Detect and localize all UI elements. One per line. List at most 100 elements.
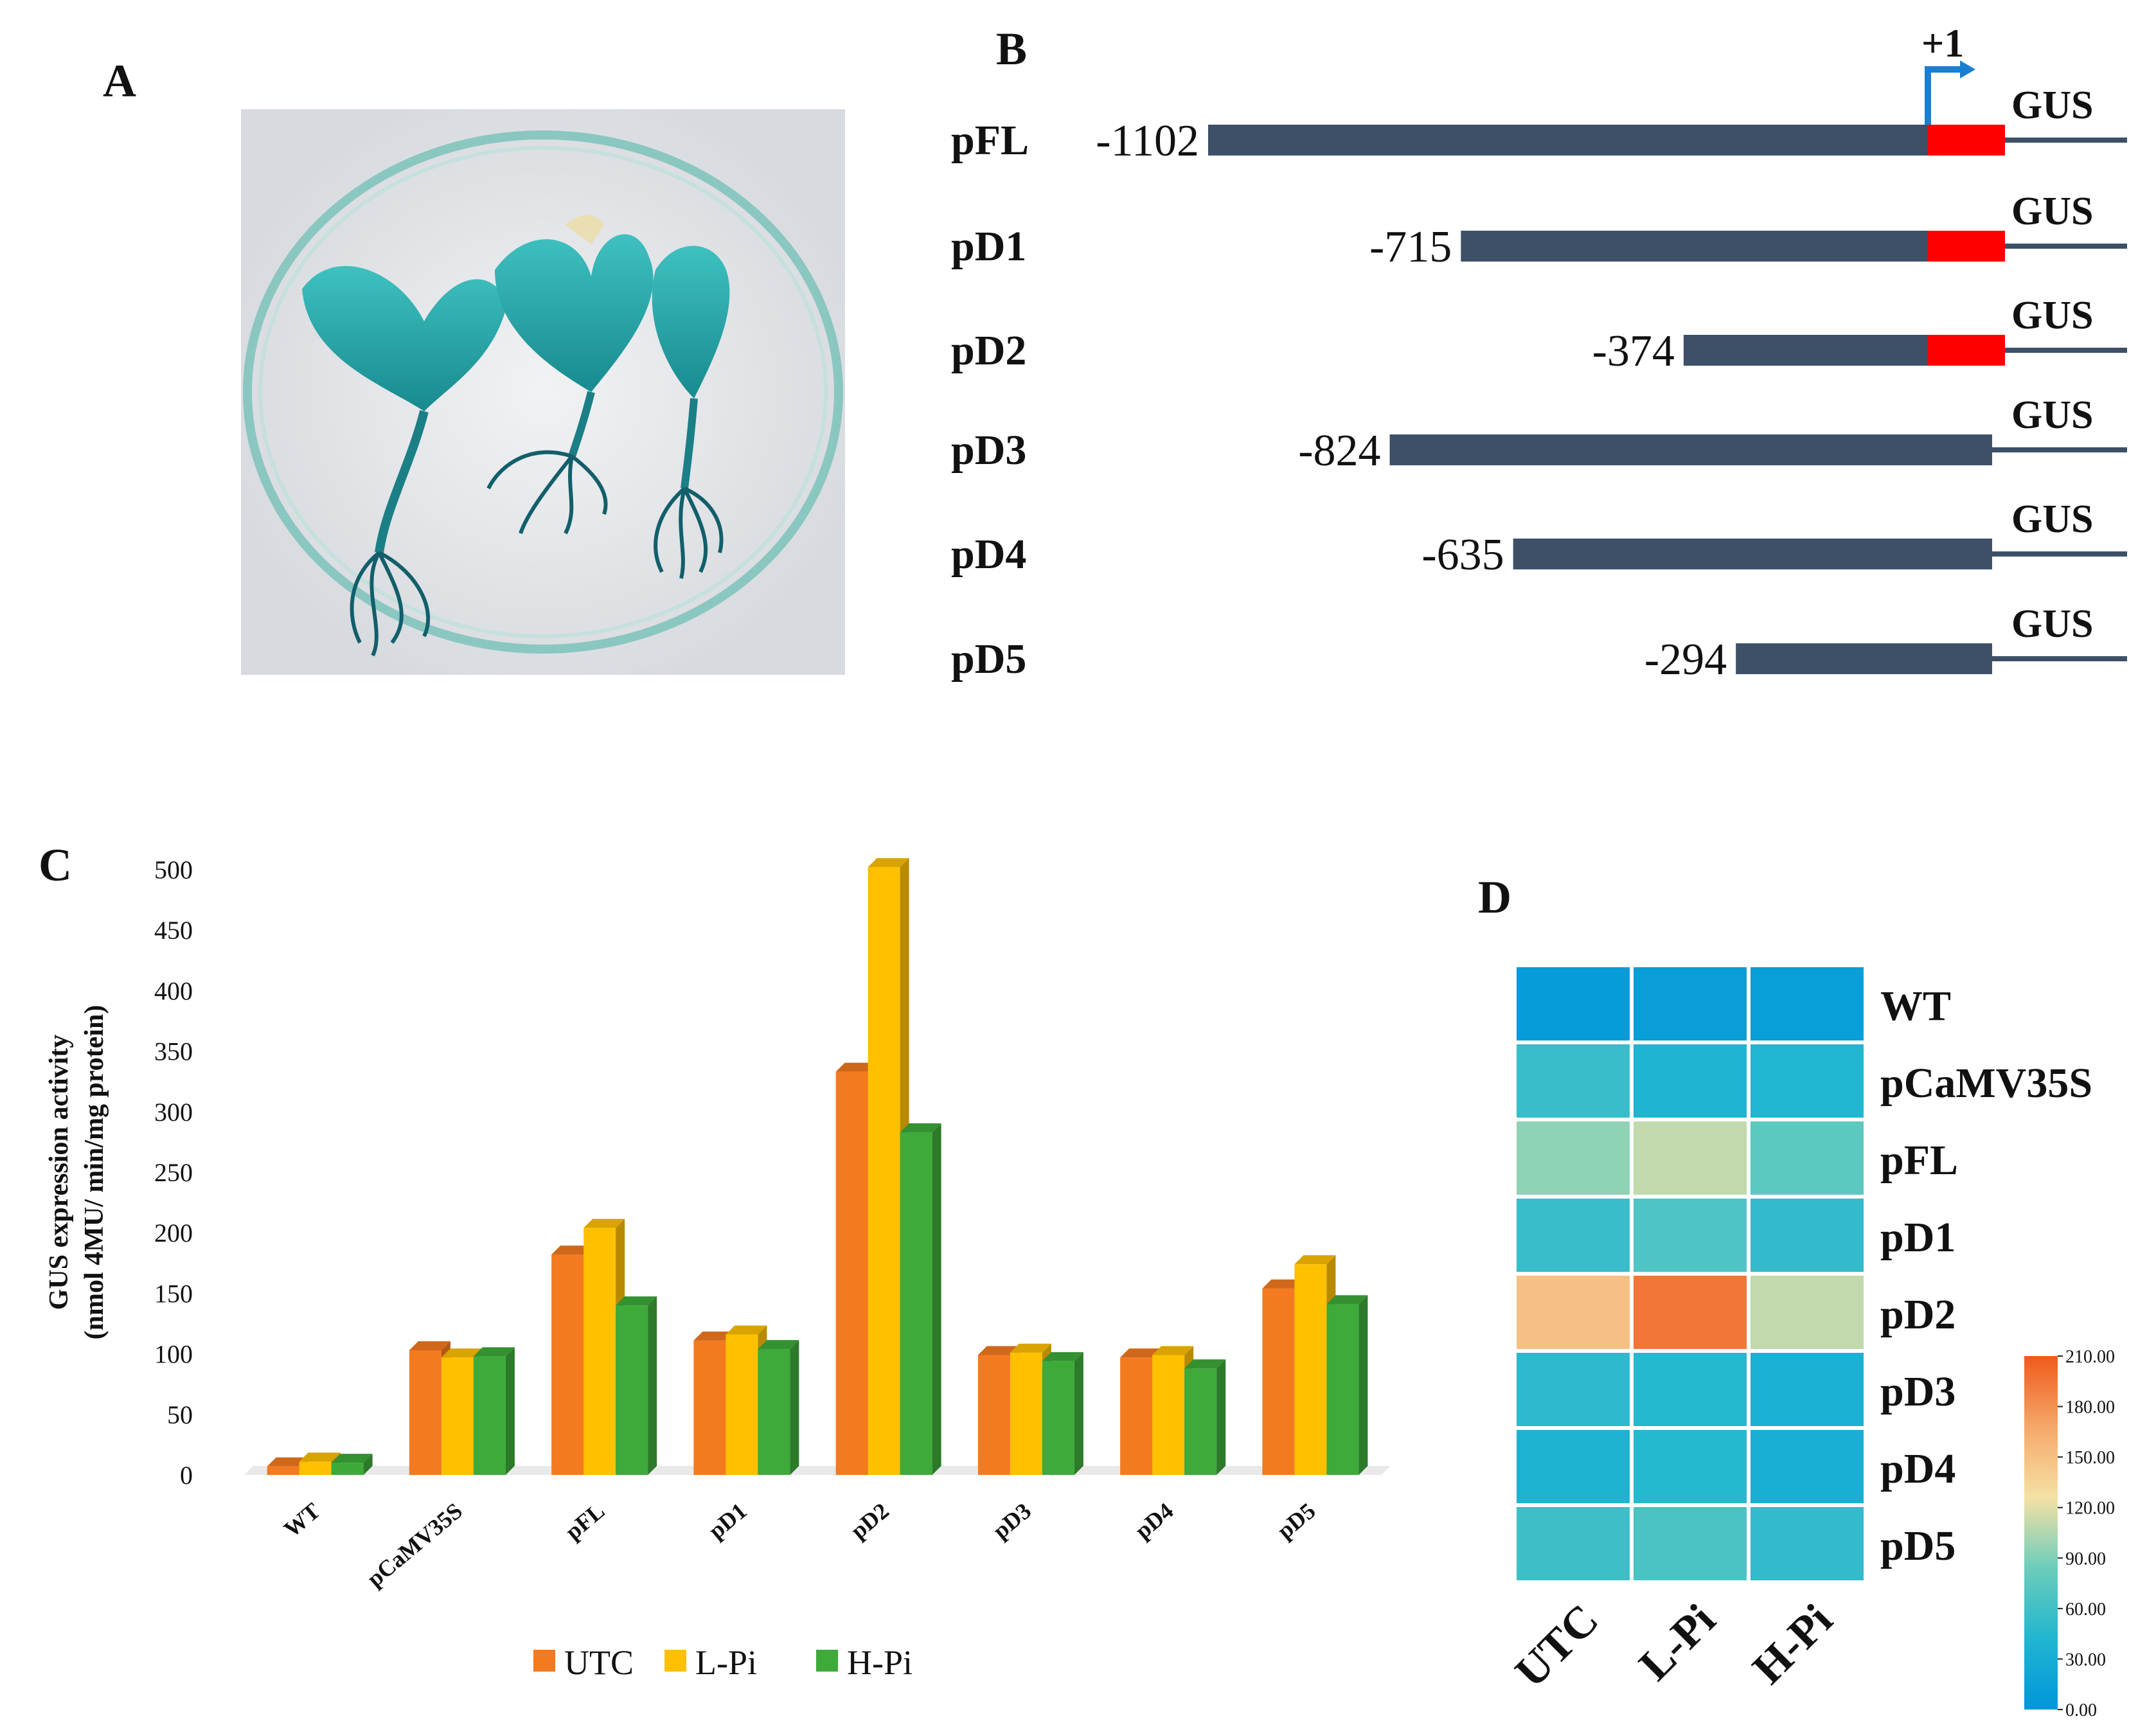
petri-dish-rim: [258, 146, 828, 638]
promoter-bar: [1513, 539, 1992, 569]
y-tick-label: 400: [154, 976, 193, 1005]
construct-start-label: -374: [1592, 326, 1675, 376]
seedling-photo: [241, 109, 845, 675]
y-axis-label-units: (nmol 4MU/ min/mg protein): [80, 1005, 109, 1340]
x-tick-label: pD5: [1272, 1497, 1321, 1544]
heatmap-row-label: pD3: [1880, 1368, 1956, 1415]
bar: [473, 1356, 506, 1475]
bar: [1262, 1288, 1295, 1475]
bar-top: [835, 1062, 877, 1072]
y-tick-label: 200: [154, 1219, 193, 1247]
construct-name: pD4: [951, 531, 1026, 578]
y-tick-label: 250: [154, 1158, 193, 1187]
bar-side: [932, 1123, 941, 1475]
gus-label: GUS: [2011, 393, 2093, 437]
bar: [441, 1357, 474, 1475]
gus-activity-heatmap: WT pCaMV35S pFL pD1 pD2 pD3 pD4 pD5 UTC L-Pi H-Pi 0…: [1506, 967, 2115, 1720]
y-tick-label: 500: [154, 855, 193, 884]
bar: [616, 1305, 648, 1475]
panel-label-a: A: [103, 55, 136, 107]
y-tick-label: 350: [154, 1037, 193, 1066]
colorbar-tick-label: 150.00: [2065, 1448, 2115, 1468]
bar-top: [299, 1452, 341, 1462]
heatmap-cell: [1517, 1353, 1630, 1426]
bar: [331, 1463, 364, 1475]
bar: [900, 1132, 932, 1475]
promoter-bar: [1683, 335, 1928, 366]
heatmap-cell: [1634, 1507, 1747, 1580]
bar-top: [331, 1454, 373, 1463]
bar-top: [868, 858, 909, 868]
stained-seedling-icon: [652, 246, 730, 579]
x-tick-label: pD2: [846, 1497, 894, 1544]
chart-floor: [244, 1466, 1391, 1475]
colorbar-tick-label: 120.00: [2065, 1499, 2115, 1519]
bar: [1152, 1355, 1185, 1475]
colorbar-tick-label: 0.00: [2065, 1701, 2097, 1720]
heatmap-cell: [1517, 1044, 1630, 1118]
tss-label: +1: [1921, 22, 1964, 66]
heatmap-cell: [1634, 1353, 1747, 1426]
bar-top: [726, 1325, 767, 1335]
bar: [1184, 1368, 1217, 1475]
legend-swatch: [816, 1650, 838, 1672]
bar-top: [1010, 1343, 1051, 1353]
bar-top: [1184, 1359, 1226, 1369]
minimal-promoter-box: [1928, 125, 2005, 156]
promoter-bar: [1736, 643, 1992, 674]
photo-background: [241, 109, 845, 675]
petri-dish-icon: [243, 130, 843, 654]
heatmap-row-label: pCaMV35S: [1880, 1060, 2092, 1107]
panel-label-c: C: [39, 839, 72, 891]
x-tick-label: WT: [279, 1497, 325, 1542]
heatmap-cell: [1634, 1199, 1747, 1272]
bar-side: [505, 1347, 515, 1475]
heatmap-cell: [1751, 1353, 1864, 1426]
promoter-deletion-constructs: pFL -1102 GUS pD1 -715 GUS pD2 -374 GUS pD3 -824 GU…: [951, 22, 2127, 684]
tss-arrowhead-icon: [1960, 60, 1975, 78]
y-tick-label: 450: [154, 916, 193, 945]
bar: [584, 1228, 616, 1475]
bar-top: [267, 1457, 308, 1467]
heatmap-column-label: UTC: [1506, 1595, 1608, 1697]
bar: [1326, 1304, 1359, 1475]
bar-side: [648, 1296, 657, 1475]
gus-activity-bar-chart: 0 50 100 150 200 250 300 350 400 450 500 GUS expres…: [44, 855, 1391, 1682]
colorbar-tick-label: 30.00: [2065, 1650, 2106, 1670]
bar: [758, 1349, 790, 1475]
heatmap-cell: [1751, 1507, 1864, 1580]
bar: [299, 1461, 332, 1475]
bar-top: [1042, 1352, 1083, 1361]
x-tick-label: pD4: [1130, 1497, 1179, 1544]
heatmap-cell: [1634, 1276, 1747, 1349]
heatmap-cell: [1517, 1507, 1630, 1580]
legend-label: L-Pi: [695, 1643, 757, 1682]
gus-label: GUS: [2011, 190, 2093, 233]
bar: [1042, 1361, 1074, 1475]
minimal-promoter-box: [1928, 231, 2005, 262]
heatmap-column-label: H-Pi: [1743, 1595, 1842, 1693]
construct-start-label: -1102: [1096, 116, 1199, 166]
bar: [1294, 1264, 1327, 1475]
colorbar-tick-label: 60.00: [2065, 1600, 2106, 1620]
tss-arrow-icon: [1925, 66, 1960, 125]
construct-start-label: -715: [1369, 222, 1452, 272]
bar-top: [900, 1123, 941, 1132]
bar-top: [1152, 1346, 1194, 1355]
bar-top: [616, 1296, 657, 1306]
y-tick-label: 100: [154, 1340, 193, 1369]
heatmap-cell: [1751, 1121, 1864, 1195]
panel-label-d: D: [1478, 871, 1511, 923]
bar: [1120, 1357, 1153, 1475]
y-axis-label: GUS expression activity: [44, 1035, 74, 1310]
heatmap-cell: [1517, 1199, 1630, 1272]
heatmap-row-label: pD5: [1880, 1522, 1956, 1569]
bar-top: [473, 1347, 515, 1357]
heatmap-cell: [1751, 967, 1864, 1040]
construct-name: pD2: [951, 327, 1026, 374]
heatmap-row-label: WT: [1880, 983, 1951, 1030]
bar-top: [693, 1331, 735, 1341]
colorbar: [2024, 1356, 2058, 1710]
construct-name: pD1: [951, 223, 1026, 270]
bar: [267, 1466, 299, 1475]
